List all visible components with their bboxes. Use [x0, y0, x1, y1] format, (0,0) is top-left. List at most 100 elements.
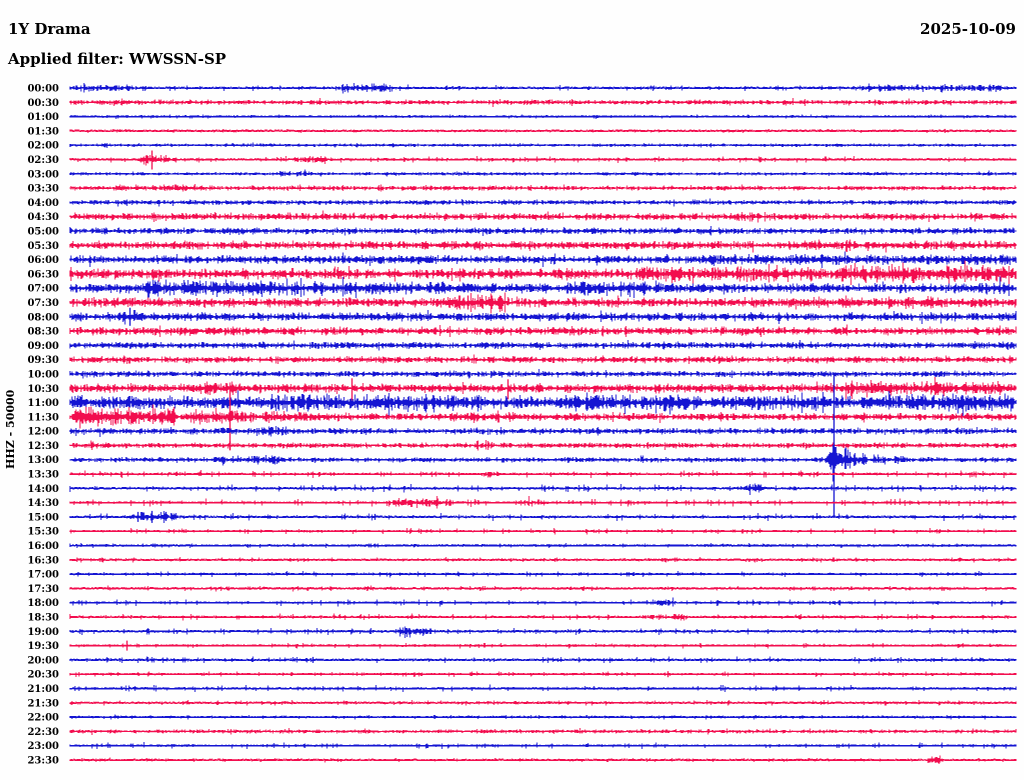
time-label: 07:00: [27, 284, 59, 295]
trace-row: [69, 82, 1017, 94]
station-title: 1Y Drama: [8, 20, 91, 38]
time-label: 20:30: [27, 670, 59, 681]
time-label: 01:00: [27, 112, 59, 123]
trace-row: [69, 470, 1017, 479]
trace-row: [69, 309, 1017, 325]
time-label: 08:30: [27, 327, 59, 338]
trace-row: [69, 445, 1017, 482]
trace-row: [69, 527, 1017, 535]
trace-row: [69, 260, 1017, 288]
time-label: 15:00: [27, 512, 59, 523]
time-label: 04:00: [27, 198, 59, 209]
trace-row: [69, 426, 1017, 437]
time-label: 00:30: [27, 98, 59, 109]
trace-row: [69, 440, 1017, 451]
time-label: 12:30: [27, 441, 59, 452]
trace-row: [69, 210, 1017, 223]
time-label: 22:30: [27, 727, 59, 738]
time-label: 10:30: [27, 384, 59, 395]
date-label: 2025-10-09: [920, 20, 1016, 38]
trace-row: [69, 557, 1017, 563]
time-label: 04:30: [27, 212, 59, 223]
time-label: 13:00: [27, 455, 59, 466]
trace-row: [69, 128, 1017, 133]
trace-row: [69, 656, 1017, 664]
trace-row: [69, 226, 1017, 236]
trace-row: [69, 276, 1017, 299]
time-label: 23:00: [27, 741, 59, 752]
trace-row: [69, 354, 1017, 365]
time-label: 03:00: [27, 169, 59, 180]
trace-row: [69, 369, 1017, 379]
trace-row: [69, 626, 1017, 638]
trace-row: [69, 699, 1017, 706]
applied-filter-label: Applied filter: WWSSN-SP: [8, 50, 227, 68]
time-label: 14:30: [27, 498, 59, 509]
trace-row: [69, 755, 1017, 765]
time-label: 01:30: [27, 126, 59, 137]
trace-row: [69, 183, 1017, 192]
time-label: 15:30: [27, 527, 59, 538]
trace-row: [69, 642, 1017, 649]
time-label: 14:00: [27, 484, 59, 495]
time-label: 21:00: [27, 684, 59, 695]
trace-row: [69, 239, 1017, 253]
trace-row: [69, 542, 1017, 549]
trace-row: [69, 510, 1017, 523]
time-label: 11:30: [27, 412, 59, 423]
time-label: 02:00: [27, 141, 59, 152]
time-label: 19:30: [27, 641, 59, 652]
trace-row: [69, 390, 1017, 417]
time-label: 13:30: [27, 470, 59, 481]
time-label: 20:00: [27, 655, 59, 666]
time-label: 06:30: [27, 269, 59, 280]
time-label: 16:00: [27, 541, 59, 552]
trace-row: [69, 142, 1017, 148]
trace-row: [69, 613, 1017, 621]
trace-row: [69, 339, 1017, 351]
time-label: 10:00: [27, 370, 59, 381]
time-label: 17:00: [27, 570, 59, 581]
trace-row: [69, 496, 1017, 509]
trace-row: [69, 198, 1017, 207]
trace-row: [69, 98, 1017, 107]
time-label: 06:00: [27, 255, 59, 266]
time-label: 05:00: [27, 227, 59, 238]
time-label: 22:00: [27, 713, 59, 724]
time-label: 07:30: [27, 298, 59, 309]
time-label: 05:30: [27, 241, 59, 252]
time-label: 11:00: [27, 398, 59, 409]
trace-row: [69, 154, 1017, 166]
trace-row: [69, 114, 1017, 119]
trace-row: [69, 251, 1017, 268]
time-label: 09:30: [27, 355, 59, 366]
time-label: 08:00: [27, 312, 59, 323]
time-label: 23:30: [27, 756, 59, 767]
time-label: 19:00: [27, 627, 59, 638]
time-label: 16:30: [27, 555, 59, 566]
trace-row: [69, 597, 1017, 607]
trace-row: [69, 404, 1017, 429]
trace-row: [69, 324, 1017, 337]
trace-row: [69, 292, 1017, 314]
trace-row: [69, 684, 1017, 692]
trace-row: [69, 714, 1017, 720]
time-label: 21:30: [27, 698, 59, 709]
trace-row: [69, 585, 1017, 592]
trace-row: [69, 671, 1017, 677]
time-label: 03:30: [27, 184, 59, 195]
trace-row: [69, 169, 1017, 177]
trace-row: [69, 571, 1017, 578]
trace-row: [69, 742, 1017, 750]
time-label: 18:30: [27, 613, 59, 624]
trace-row: [69, 727, 1017, 735]
time-label: 09:00: [27, 341, 59, 352]
time-label: 02:30: [27, 155, 59, 166]
time-label: 12:00: [27, 427, 59, 438]
time-label: 00:00: [27, 84, 59, 95]
trace-row: [69, 483, 1017, 495]
time-label: 17:30: [27, 584, 59, 595]
trace-row: [69, 376, 1017, 400]
